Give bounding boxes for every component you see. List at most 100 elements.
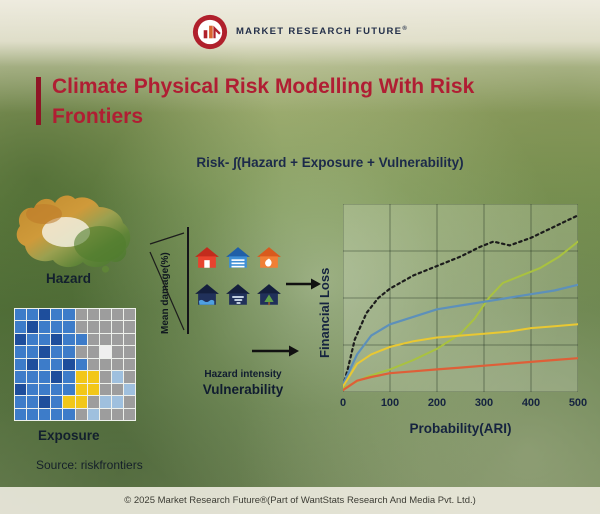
exposure-map-cell xyxy=(63,371,75,383)
chart-x-axis-label: Probability(ARI) xyxy=(409,421,512,436)
chart-y-axis-label: Financial Loss xyxy=(317,267,332,358)
exposure-map-cell xyxy=(51,333,63,346)
x-tick-label: 400 xyxy=(521,397,541,409)
exposure-map-cell xyxy=(39,333,51,346)
exposure-map-cell xyxy=(87,371,99,383)
exposure-map-cell xyxy=(15,408,27,420)
exposure-map-cell xyxy=(39,321,51,333)
source-note: Source: riskfrontiers xyxy=(36,458,143,472)
exposure-map-cell xyxy=(27,396,39,408)
exposure-map-cell xyxy=(63,346,75,358)
exposure-map-cell xyxy=(51,383,63,396)
exposure-map-cell xyxy=(51,346,63,358)
exposure-map-cell xyxy=(63,358,75,371)
exposure-map-cell xyxy=(39,309,51,321)
exposure-map-cell xyxy=(15,371,27,383)
exposure-map-cell xyxy=(87,346,99,358)
brand-name: MARKET RESEARCH FUTURE® xyxy=(235,26,409,38)
exposure-map-cell xyxy=(39,358,51,371)
exposure-map-cell xyxy=(63,408,75,420)
exposure-map-cell xyxy=(27,321,39,333)
exposure-map-cell xyxy=(123,333,135,346)
exposure-map-cell xyxy=(99,346,111,358)
exposure-map-cell xyxy=(39,408,51,420)
title-line2: Frontiers xyxy=(52,104,144,128)
hazard-map-australia xyxy=(16,195,131,273)
hazard-houses-bottom-row xyxy=(194,282,282,308)
dark-tree-house-icon xyxy=(256,282,282,308)
exposure-map-cell xyxy=(15,333,27,346)
exposure-map-cell xyxy=(87,396,99,408)
exposure-map-cell xyxy=(99,333,111,346)
exposure-map-cell xyxy=(39,346,51,358)
red-fire-house-icon xyxy=(194,245,220,271)
exposure-map-cell xyxy=(87,383,99,396)
exposure-map-cell xyxy=(123,346,135,358)
flow-arrow-top-icon xyxy=(286,278,321,290)
exposure-map-cell xyxy=(51,408,63,420)
title-line1: Climate Physical Risk Modelling With Ris… xyxy=(52,75,475,98)
exposure-map-cell xyxy=(123,321,135,333)
exposure-map-cell xyxy=(51,321,63,333)
exposure-map-cell xyxy=(63,383,75,396)
blue-flood-house-icon xyxy=(225,245,251,271)
dark-flood-house-icon xyxy=(194,282,220,308)
exposure-map-cell xyxy=(75,309,87,321)
exposure-map-cell xyxy=(75,396,87,408)
exposure-map-cell xyxy=(111,309,123,321)
exposure-map-cell xyxy=(87,408,99,420)
exposure-map-cell xyxy=(99,383,111,396)
exposure-map-cell xyxy=(111,383,123,396)
exposure-map-cell xyxy=(51,358,63,371)
exposure-map-cell xyxy=(111,396,123,408)
exposure-map-cell xyxy=(111,358,123,371)
exposure-map-cell xyxy=(63,309,75,321)
exposure-map-cell xyxy=(75,321,87,333)
exposure-map-cell xyxy=(75,346,87,358)
exposure-map-cell xyxy=(27,309,39,321)
exposure-map-cell xyxy=(111,321,123,333)
exposure-map-cell xyxy=(99,371,111,383)
exposure-map-cell xyxy=(63,321,75,333)
exposure-map-cell xyxy=(15,321,27,333)
x-tick-label: 500 xyxy=(568,397,588,409)
exposure-map-cell xyxy=(111,333,123,346)
exposure-map-cell xyxy=(99,408,111,420)
exposure-map-cell xyxy=(15,383,27,396)
exposure-map-cell xyxy=(111,371,123,383)
exposure-map-cell xyxy=(63,396,75,408)
mean-damage-axis-label: Mean damage(%) xyxy=(160,252,171,334)
exposure-map-cell xyxy=(111,346,123,358)
orange-storm-house-icon xyxy=(256,245,282,271)
exposure-map-cell xyxy=(15,396,27,408)
hazard-label: Hazard xyxy=(46,271,92,286)
exposure-map-cell xyxy=(39,371,51,383)
exposure-map-cell xyxy=(75,333,87,346)
exposure-map-cell xyxy=(63,333,75,346)
hazard-intensity-label: Hazard intensity xyxy=(204,369,282,380)
exposure-map-cell xyxy=(99,358,111,371)
exposure-map-cell xyxy=(51,396,63,408)
exposure-map-cell xyxy=(39,396,51,408)
exposure-label: Exposure xyxy=(38,428,100,443)
exposure-map-cell xyxy=(27,383,39,396)
mean-damage-axis-line xyxy=(187,227,189,334)
exposure-map-cell xyxy=(27,358,39,371)
exposure-map-cell xyxy=(123,408,135,420)
mrf-logo-icon xyxy=(192,14,228,50)
dark-wind-house-icon xyxy=(225,282,251,308)
exposure-map-cell xyxy=(87,358,99,371)
brand-header: MARKET RESEARCH FUTURE® xyxy=(0,14,600,50)
risk-formula: Risk- ∫(Hazard + Exposure + Vulnerabilit… xyxy=(196,155,464,170)
copyright-text: © 2025 Market Research Future®(Part of W… xyxy=(124,495,476,506)
x-tick-label: 100 xyxy=(380,397,400,409)
exposure-map-cell xyxy=(99,396,111,408)
vulnerability-label: Vulnerability xyxy=(202,382,284,397)
exposure-map-cell xyxy=(27,408,39,420)
x-tick-label: 300 xyxy=(474,397,494,409)
chart-plot xyxy=(341,203,580,393)
flow-arrow-bottom-icon xyxy=(252,345,299,357)
exposure-map-cell xyxy=(99,321,111,333)
exposure-map-cell xyxy=(123,358,135,371)
exposure-map-cell xyxy=(87,321,99,333)
